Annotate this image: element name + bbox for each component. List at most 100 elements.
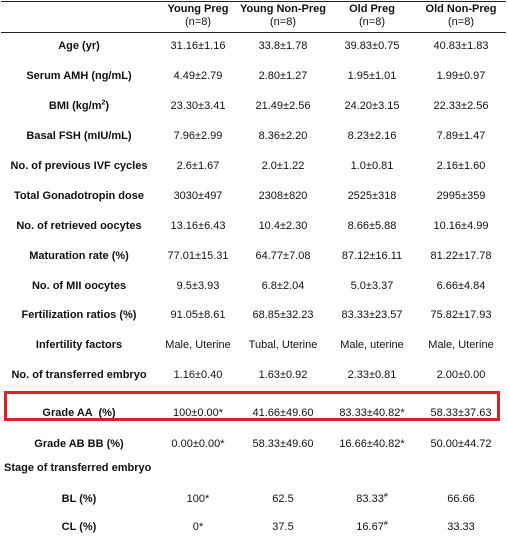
table-cell: 81.22±17.78: [430, 250, 492, 262]
row-label-sup: 2: [101, 99, 106, 107]
table-cell: 2525±318: [347, 190, 397, 202]
table-cell: 40.83±1.83: [433, 40, 489, 52]
table-cell: 13.16±6.43: [170, 220, 226, 232]
row-label: Age (yr): [58, 40, 100, 52]
table-cell: 100±0.00*: [172, 407, 224, 419]
table-cell: 2308±820: [258, 190, 308, 202]
table-cell: Male, Uterine: [428, 339, 494, 351]
table-row: No. of previous IVF cycles 2.6±1.67 2.0±…: [1, 156, 506, 176]
table-row: Serum AMH (ng/mL) 4.49±2.79 2.80±1.27 1.…: [1, 66, 506, 86]
header-rule: [1, 32, 506, 33]
header-old-non-preg: Old Non-Preg (n=8): [416, 3, 506, 31]
table-cell: 68.85±32.23: [252, 309, 314, 321]
row-label: Basal FSH (mIU/mL): [26, 130, 132, 142]
table-row: No. of transferred embryo 1.16±0.40 1.63…: [1, 365, 506, 385]
table-cell: 7.96±2.99: [173, 130, 223, 142]
table-cell: 5.0±3.37: [350, 280, 394, 292]
row-label: No. of retrieved oocytes: [16, 220, 142, 232]
table-cell: 83.33±23.57: [341, 309, 403, 321]
table-cell: 6.8±2.04: [261, 280, 305, 292]
header-n: (n=8): [448, 16, 474, 28]
table-row: Infertility factors Male, Uterine Tubal,…: [1, 335, 506, 355]
row-label: Maturation rate (%): [29, 250, 129, 262]
table-cell: 83.33±40.82*: [339, 407, 405, 419]
row-label: Serum AMH (ng/mL): [26, 70, 132, 82]
table-row: Maturation rate (%) 77.01±15.31 64.77±7.…: [1, 246, 506, 266]
table-cell: 3030±497: [173, 190, 223, 202]
header-young-non-preg: Young Non-Preg (n=8): [238, 3, 328, 31]
table-cell: 2.0±1.22: [261, 160, 305, 172]
table-cell: 33.8±1.78: [258, 40, 308, 52]
table-row: Total Gonadotropin dose 3030±497 2308±82…: [1, 186, 506, 206]
table-cell: 58.33±37.63: [430, 407, 492, 419]
header-title: Old Preg: [349, 3, 395, 15]
table-cell: 1.99±0.97: [436, 70, 486, 82]
table-cell: 41.66±49.60: [252, 407, 314, 419]
row-label: Grade AB BB (%): [34, 438, 124, 450]
header-n: (n=8): [270, 16, 296, 28]
table-cell: 4.49±2.79: [173, 70, 223, 82]
table-cell: 2995±359: [436, 190, 486, 202]
table-cell: 16.66±40.82*: [339, 438, 405, 450]
row-label: BMI (kg/m2): [3, 96, 155, 116]
top-rule: [1, 1, 506, 2]
table-cell: 2.80±1.27: [258, 70, 308, 82]
table-cell: 10.16±4.99: [433, 220, 489, 232]
table-cell: 1.63±0.92: [258, 369, 308, 381]
row-label: Fertilization ratios (%): [21, 309, 137, 321]
table-cell: 23.30±3.41: [170, 100, 226, 112]
table-cell: 24.20±3.15: [344, 100, 400, 112]
table-row: Age (yr) 31.16±1.16 33.8±1.78 39.83±0.75…: [1, 36, 506, 56]
table-row: Basal FSH (mIU/mL) 7.96±2.99 8.36±2.20 8…: [1, 126, 506, 146]
table-cell: 0.00±0.00*: [171, 438, 225, 450]
table-cell: 2.6±1.67: [176, 160, 220, 172]
row-label: Infertility factors: [35, 339, 123, 351]
table-cell: 8.66±5.88: [347, 220, 397, 232]
table-cell: 2.16±1.60: [436, 160, 486, 172]
table-cell: 6.66±4.84: [436, 280, 486, 292]
table-cell: 8.36±2.20: [258, 130, 308, 142]
table-row-grade-aa: Grade AA (%) 100±0.00* 41.66±49.60 83.33…: [1, 403, 506, 423]
highlight-box: [4, 391, 500, 421]
table-cell: 1.0±0.81: [350, 160, 394, 172]
table-cell: Tubal, Uterine: [248, 339, 318, 351]
table-cell: 64.77±7.08: [255, 250, 311, 262]
table-cell: 2.00±0.00: [436, 369, 486, 381]
table-row: No. of retrieved oocytes 13.16±6.43 10.4…: [1, 216, 506, 236]
table-cell: 31.16±1.16: [170, 40, 226, 52]
table-cell: 21.49±2.56: [255, 100, 311, 112]
table-row: BMI (kg/m2) 23.30±3.41 21.49±2.56 24.20±…: [1, 96, 506, 116]
header-old-preg: Old Preg (n=8): [328, 3, 416, 31]
header-title: Young Preg: [167, 3, 229, 15]
row-label-main: BMI (kg/m: [48, 100, 102, 112]
table-cell: 1.95±1.01: [347, 70, 397, 82]
table-cell: Male, Uterine: [165, 339, 231, 351]
table-cell: 39.83±0.75: [344, 40, 400, 52]
table-cell: 50.00±44.72: [430, 438, 492, 450]
table-cell: Male, uterine: [340, 339, 404, 351]
header-n: (n=8): [359, 16, 385, 28]
table-cell: 1.16±0.40: [173, 369, 223, 381]
table-cell: 58.33±49.60: [252, 438, 314, 450]
table-cell: 87.12±16.11: [341, 250, 403, 262]
table-cell: 9.5±3.93: [176, 280, 220, 292]
table-cell: 75.82±17.93: [430, 309, 492, 321]
header-title: Young Non-Preg: [240, 3, 326, 15]
table-cell: 8.23±2.16: [347, 130, 397, 142]
table-cell: 91.05±8.61: [170, 309, 226, 321]
table-cell: 77.01±15.31: [167, 250, 229, 262]
table-row: Fertilization ratios (%) 91.05±8.61 68.8…: [1, 305, 506, 325]
row-label-end: ): [105, 100, 110, 112]
header-young-preg: Young Preg (n=8): [158, 3, 238, 31]
table-cell: 7.89±1.47: [436, 130, 486, 142]
row-label: Total Gonadotropin dose: [14, 190, 144, 202]
table-cell: 22.33±2.56: [433, 100, 489, 112]
row-label: No. of transferred embryo: [11, 369, 147, 381]
row-label: No. of previous IVF cycles: [10, 160, 148, 172]
table-row: No. of MII oocytes 9.5±3.93 6.8±2.04 5.0…: [1, 276, 506, 296]
row-label: No. of MII oocytes: [31, 280, 127, 292]
header-title: Old Non-Preg: [425, 3, 497, 15]
table-row: Grade AB BB (%) 0.00±0.00* 58.33±49.60 1…: [1, 434, 506, 454]
table-cell: 2.33±0.81: [347, 369, 397, 381]
